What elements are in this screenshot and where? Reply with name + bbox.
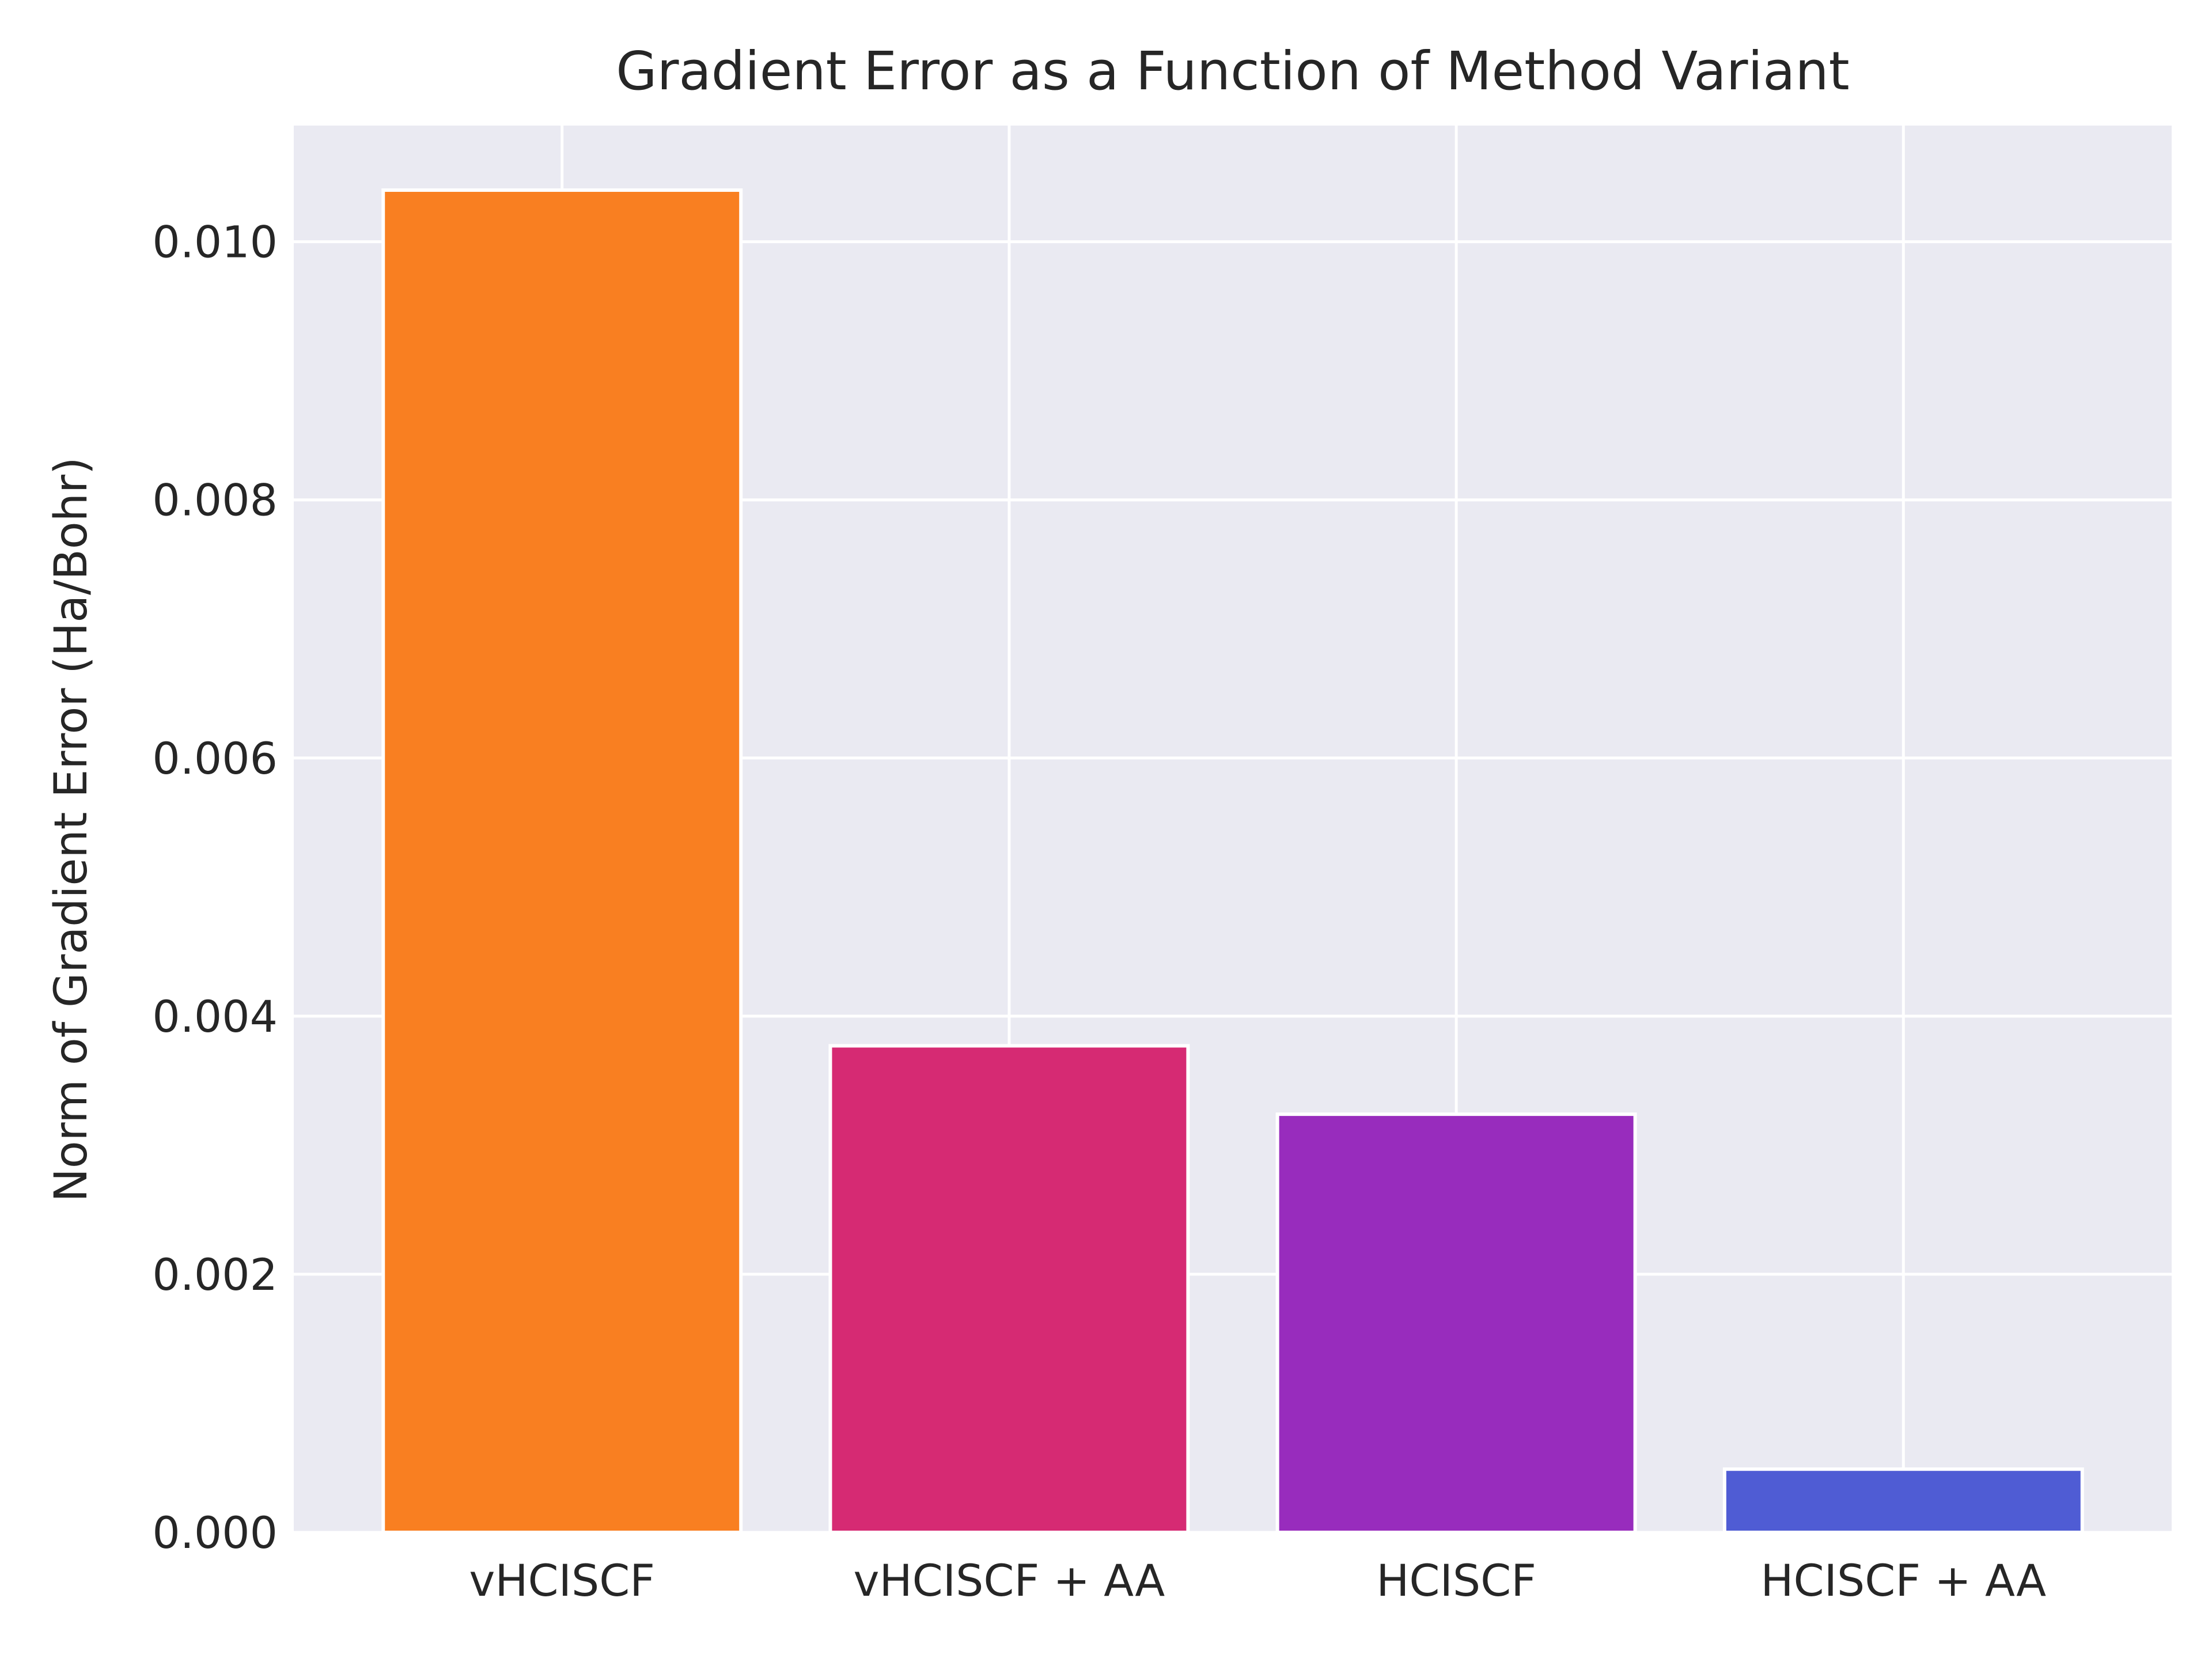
- bar-hciscf: [1275, 1112, 1637, 1534]
- y-axis-label: Norm of Gradient Error (Ha/Bohr): [46, 457, 97, 1202]
- x-tick-label: HCISCF: [1376, 1555, 1536, 1606]
- y-tick-labels: 0.000 0.002 0.004 0.006 0.008 0.010: [152, 217, 278, 1558]
- y-tick-label: 0.008: [152, 475, 278, 526]
- chart-title: Gradient Error as a Function of Method V…: [616, 40, 1849, 102]
- x-tick-label: HCISCF + AA: [1760, 1555, 2046, 1606]
- bar-hciscf-aa: [1722, 1467, 2084, 1534]
- y-tick-label: 0.002: [152, 1249, 278, 1300]
- y-tick-label: 0.006: [152, 733, 278, 784]
- y-tick-label: 0.010: [152, 217, 278, 268]
- y-tick-label: 0.000: [152, 1507, 278, 1558]
- bar-vhciscf: [381, 188, 743, 1535]
- bars: [381, 188, 2084, 1535]
- bar-vhciscf-aa: [828, 1044, 1190, 1534]
- x-tick-label: vHCISCF + AA: [854, 1555, 1165, 1606]
- y-tick-label: 0.004: [152, 991, 278, 1042]
- x-tick-label: vHCISCF: [469, 1555, 655, 1606]
- x-tick-labels: vHCISCF vHCISCF + AA HCISCF HCISCF + AA: [469, 1555, 2046, 1606]
